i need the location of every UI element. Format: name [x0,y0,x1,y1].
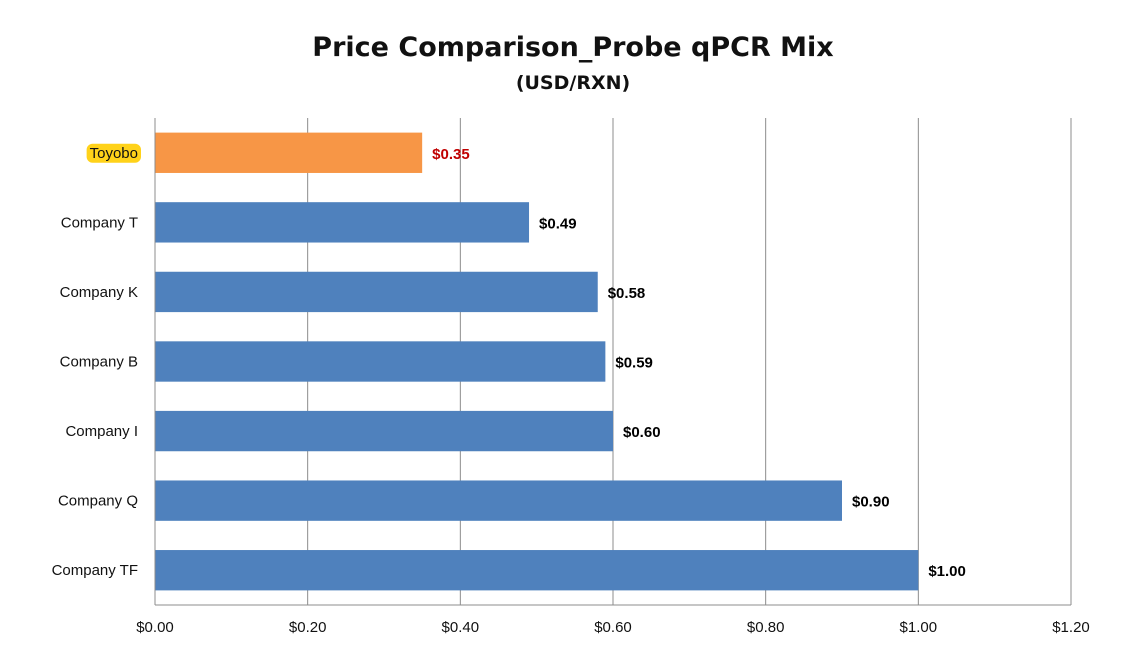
bar-company-t [155,202,530,243]
x-tick-label: $0.00 [136,619,174,636]
data-label: $0.90 [852,494,890,511]
axes [154,118,1071,606]
category-label: Company Q [58,493,138,510]
category-label: Toyobo [90,145,138,162]
bar-company-b [155,341,606,382]
category-labels: Toyobo Company T Company K Company B Company… [52,143,141,579]
category-label: Company TF [52,562,138,579]
category-label-highlight [86,143,141,163]
data-label: $0.60 [623,424,661,441]
chart-title: Price Comparison_Probe qPCR Mix [312,32,833,63]
x-tick-label: $0.60 [594,619,632,636]
data-label: $1.00 [928,563,966,580]
x-tick-label: $0.20 [289,619,327,636]
x-tick-labels: $0.00 $0.20 $0.40 $0.60 $0.80 $1.00 $1.20 [136,619,1090,636]
data-label: $0.49 [539,215,577,232]
data-label: $0.59 [615,355,653,372]
chart-subtitle: (USD/RXN) [516,72,630,94]
bar-company-k [155,271,598,313]
x-tick-label: $1.20 [1052,619,1090,636]
bar-toyobo [155,132,423,173]
gridlines [307,118,1072,605]
category-label: Company B [60,354,138,371]
data-labels: $0.35 $0.49 $0.58 $0.59 $0.60 $0.90 $1.00 [432,146,966,580]
bar-company-tf [155,550,919,591]
data-label: $0.58 [608,285,646,302]
bar-company-q [155,480,842,521]
x-tick-label: $0.40 [442,619,480,636]
bar-company-i [155,410,613,452]
category-label: Company I [65,423,138,440]
bars [155,132,919,591]
x-tick-label: $0.80 [747,619,785,636]
category-label: Company K [60,284,138,301]
category-label: Company T [61,214,138,231]
data-label: $0.35 [432,146,470,163]
x-tick-label: $1.00 [900,619,938,636]
